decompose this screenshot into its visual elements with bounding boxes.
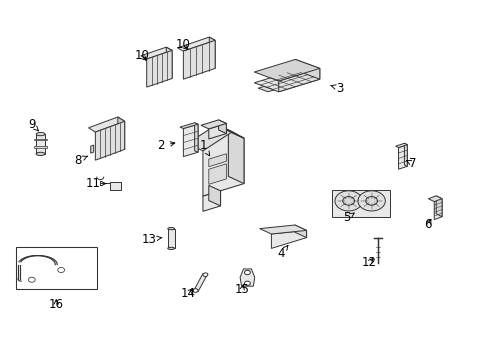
Polygon shape xyxy=(240,269,254,286)
Polygon shape xyxy=(166,47,172,78)
Bar xyxy=(110,182,121,190)
Polygon shape xyxy=(433,199,441,220)
Polygon shape xyxy=(209,37,215,68)
Polygon shape xyxy=(183,40,215,79)
Polygon shape xyxy=(95,121,124,160)
Polygon shape xyxy=(254,59,319,81)
Polygon shape xyxy=(295,59,319,79)
Text: 1: 1 xyxy=(199,139,209,156)
Text: 11: 11 xyxy=(85,177,106,190)
Circle shape xyxy=(334,191,362,211)
Polygon shape xyxy=(193,274,207,292)
Polygon shape xyxy=(208,123,226,139)
Circle shape xyxy=(365,197,377,205)
Ellipse shape xyxy=(167,228,174,230)
Ellipse shape xyxy=(167,247,174,249)
Bar xyxy=(34,146,47,148)
Polygon shape xyxy=(258,86,273,92)
Polygon shape xyxy=(294,225,306,238)
Polygon shape xyxy=(404,143,407,166)
Polygon shape xyxy=(259,225,306,234)
Polygon shape xyxy=(254,70,319,92)
Text: 15: 15 xyxy=(234,283,249,296)
Polygon shape xyxy=(180,123,198,129)
Polygon shape xyxy=(271,230,306,248)
Text: 16: 16 xyxy=(49,298,63,311)
Bar xyxy=(36,134,45,154)
Polygon shape xyxy=(395,143,407,148)
Text: 9: 9 xyxy=(28,118,39,131)
Polygon shape xyxy=(146,50,172,87)
Polygon shape xyxy=(183,124,198,157)
Ellipse shape xyxy=(36,152,45,156)
Ellipse shape xyxy=(36,132,45,136)
Bar xyxy=(331,190,389,217)
Polygon shape xyxy=(91,145,94,153)
Text: 7: 7 xyxy=(406,157,416,170)
Circle shape xyxy=(244,270,250,275)
Polygon shape xyxy=(228,131,244,184)
Polygon shape xyxy=(194,123,198,152)
Text: 3: 3 xyxy=(330,82,343,95)
Text: 6: 6 xyxy=(423,219,431,231)
Bar xyxy=(167,229,174,248)
Text: 2: 2 xyxy=(157,139,174,152)
Polygon shape xyxy=(203,191,220,211)
Polygon shape xyxy=(88,117,124,132)
Polygon shape xyxy=(177,37,215,51)
Text: 12: 12 xyxy=(361,256,376,269)
Polygon shape xyxy=(398,145,407,169)
Polygon shape xyxy=(208,164,226,184)
Polygon shape xyxy=(435,196,441,217)
Text: 10: 10 xyxy=(134,49,149,62)
Polygon shape xyxy=(218,120,226,134)
Polygon shape xyxy=(118,117,124,149)
Polygon shape xyxy=(203,132,244,196)
Polygon shape xyxy=(208,185,220,206)
Polygon shape xyxy=(141,47,172,59)
Circle shape xyxy=(342,197,354,205)
Text: 8: 8 xyxy=(74,154,87,167)
Text: 5: 5 xyxy=(343,211,353,224)
Polygon shape xyxy=(208,154,226,167)
Polygon shape xyxy=(278,68,319,92)
Text: 13: 13 xyxy=(142,233,162,246)
Text: 14: 14 xyxy=(181,287,195,300)
Circle shape xyxy=(244,281,250,285)
Text: 4: 4 xyxy=(277,246,287,260)
Polygon shape xyxy=(201,120,226,129)
Circle shape xyxy=(203,273,207,276)
Polygon shape xyxy=(187,125,232,151)
Polygon shape xyxy=(427,196,441,202)
Text: 10: 10 xyxy=(176,39,190,51)
Bar xyxy=(16,248,96,289)
Bar xyxy=(34,139,47,140)
Circle shape xyxy=(193,289,198,292)
Polygon shape xyxy=(216,125,244,138)
Circle shape xyxy=(357,191,385,211)
